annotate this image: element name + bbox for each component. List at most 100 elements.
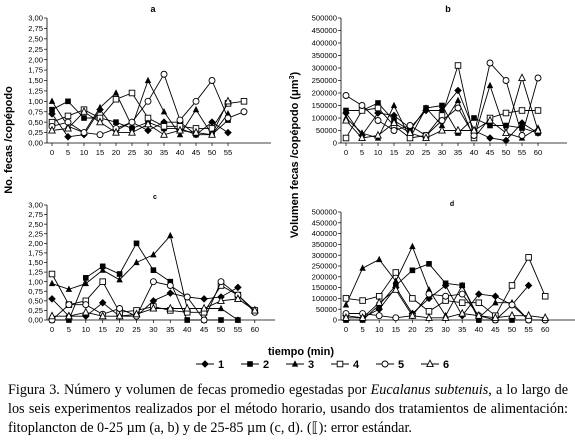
panel-b-series-5-point [518, 132, 526, 139]
panel-c-series-6-point [166, 303, 175, 312]
panel-a-series-3-point [112, 89, 120, 96]
x-tick-label: 35 [160, 148, 168, 157]
panel-c-series-6-point [149, 303, 158, 312]
x-tick-label: 5 [360, 325, 364, 334]
panel-c-series-2-point [83, 275, 89, 281]
panel-a-series-1-point [224, 128, 232, 137]
panel-b-series-6-point [374, 130, 382, 139]
caption-part1: Figura 3. Número y volumen de fecas prom… [8, 382, 371, 398]
panel-d-series-5-point [442, 292, 450, 300]
y-tick-label: 1,75 [28, 249, 43, 258]
y-tick-label: 150000 [312, 101, 337, 110]
panel-b-series-5-point [406, 122, 414, 129]
x-tick-label: 60 [534, 148, 542, 157]
panel-b-series-4-point [342, 134, 350, 142]
y-tick-label: 1,75 [28, 66, 43, 75]
panel-b-series-2-point [343, 107, 349, 114]
y-tick-label: 2,25 [28, 45, 43, 54]
panel-a-series-2-point [49, 106, 55, 113]
legend-item-1: 1 [196, 359, 224, 371]
panel-c-label: c [153, 194, 157, 201]
panel-c-series-6-point [64, 311, 73, 320]
caption-species: Eucalanus subtenuis [370, 382, 489, 398]
panel-a: a 0,00 0,250,50 0,751,001,25 1,501,75 2,002,2… [28, 4, 271, 157]
panel-a-series-5-point [176, 116, 184, 124]
panel-b-series-2-point [375, 100, 381, 106]
panel-a-series-2-point [81, 115, 87, 121]
panel-d-series-1-point [475, 290, 483, 298]
panel-d-series-6-point [425, 313, 433, 321]
y-tick-label: 2,00 [28, 239, 43, 248]
y-tick-label: 100000 [312, 114, 337, 123]
panel-b-series-5-point [502, 77, 510, 84]
legend-item-3: 3 [286, 359, 314, 371]
y-tick-label: 1,25 [28, 87, 43, 96]
panel-a-series-6-point [144, 119, 152, 128]
legend-marker [426, 359, 434, 368]
panel-a-series-5-point [80, 129, 88, 137]
panel-b-series-5-point [534, 74, 542, 82]
panel-d-series-6-point [508, 310, 516, 319]
panel-d-series-4-point [359, 297, 366, 304]
panel-c-series-4-point [48, 270, 56, 278]
y-tick-label: 500000 [312, 208, 337, 217]
panel-c-series-2-point [218, 317, 224, 323]
y-tick-label: 450000 [312, 218, 337, 227]
x-tick-label: 50 [502, 148, 510, 157]
panel-d-series-4-point [508, 282, 516, 289]
caption-part2: , a lo largo de los seis experimentos re… [8, 382, 569, 436]
panel-a-series-1-point [48, 110, 56, 118]
y-tick-label: 1,00 [28, 97, 43, 106]
y-tick-label: 3,00 [28, 201, 43, 210]
panel-c-series-6-point [250, 305, 259, 314]
legend-item-5: 5 [376, 359, 404, 371]
panel-c-series-5-point [200, 316, 208, 324]
y-tick-label: 1,50 [28, 258, 43, 267]
panel-a-series-5-point [192, 97, 200, 105]
panel-c-series-3-point [48, 279, 56, 287]
panel-b-series-2-point [519, 125, 525, 131]
y-tick-label: 400000 [312, 39, 337, 48]
panel-b-series-5-point [374, 117, 382, 124]
x-tick-label: 45 [491, 325, 499, 334]
panel-b-series-6-point [502, 128, 510, 137]
panel-d-series-3-point [359, 264, 366, 271]
panel-c-series-3-point [82, 279, 89, 287]
panel-a-series-6-point [160, 129, 168, 138]
panel-a-series-6-point [64, 123, 72, 132]
legend-label: 1 [218, 359, 224, 371]
x-tick-label: 45 [486, 148, 494, 157]
panel-a-series-5-point [96, 131, 104, 139]
panel-d-series-2-point [409, 267, 416, 274]
y-tick-label: 0,75 [28, 287, 43, 296]
panel-c-series-3-point [116, 275, 123, 283]
panel-c-series-2-point [99, 263, 106, 270]
panel-a-series-6-point [192, 127, 200, 136]
y-tick-label: 0 [333, 139, 337, 148]
panel-d-series-3-point [492, 298, 499, 306]
panel-b-series-4-point [518, 107, 526, 114]
y-tick-label: 300000 [312, 251, 337, 260]
panel-d-series-6-point [474, 310, 483, 319]
panel-c-series-6-point [48, 311, 56, 320]
panel-c-series-3-point [65, 285, 73, 292]
panel-a-series-2-point [113, 119, 119, 125]
x-tick-label: 40 [183, 325, 191, 334]
y-tick-label: 1,25 [28, 268, 43, 277]
x-tick-label: 55 [234, 325, 242, 334]
panel-d-series-6-point [391, 284, 400, 293]
legend-label: 4 [353, 359, 360, 371]
panel-c-series-3-point [217, 304, 225, 312]
panel-a-label: a [150, 4, 156, 14]
x-tick-label: 30 [441, 325, 449, 334]
panel-a-series-3-point [48, 97, 56, 104]
y-tick-label: 250000 [312, 76, 337, 85]
y-tick-label: 0,75 [28, 107, 43, 116]
legend-marker [247, 361, 253, 367]
panel-c-series-6-point [115, 311, 124, 320]
x-tick-label: 10 [374, 148, 382, 157]
panel-d-series-6-point [358, 313, 367, 321]
panel-c-series-6-point [183, 303, 192, 312]
y-tick-label: 150000 [312, 283, 337, 292]
x-tick-label: 15 [392, 325, 400, 334]
